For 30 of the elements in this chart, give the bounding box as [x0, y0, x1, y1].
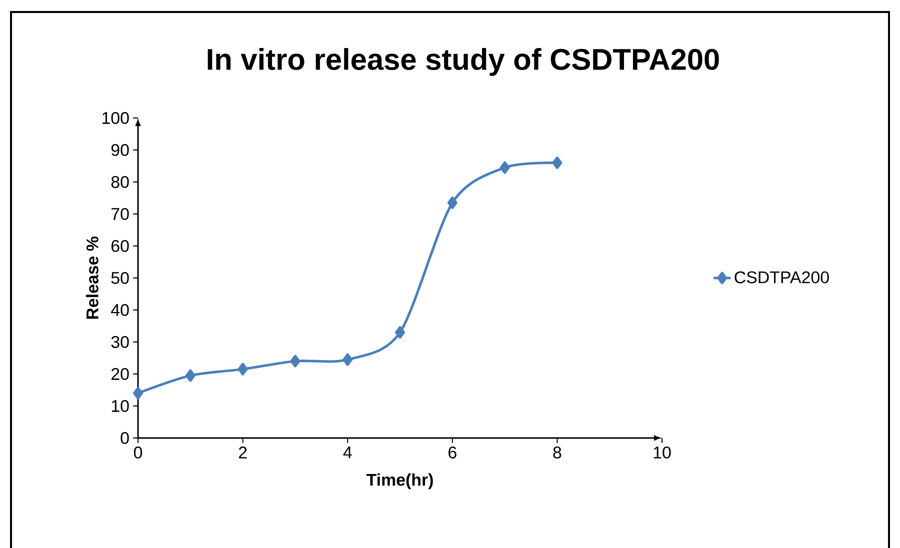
legend-label: CSDTPA200: [734, 271, 829, 284]
point: [238, 362, 248, 376]
x-tick-label: 8: [553, 446, 562, 458]
y-tick-label: 80: [111, 176, 129, 188]
x-tick-label: 6: [448, 446, 456, 458]
y-tick-label: 70: [112, 208, 129, 220]
y-tick-label: 0: [120, 432, 129, 444]
y-tick-label: 60: [112, 240, 129, 252]
point: [500, 161, 510, 174]
point: [447, 196, 458, 210]
y-axis-title: Release %: [86, 236, 98, 319]
x-tick-label: 10: [654, 446, 671, 458]
y-tick-label: 100: [102, 112, 129, 124]
y-tick-label: 90: [111, 144, 129, 156]
point: [185, 369, 196, 382]
point: [342, 353, 353, 366]
x-tick-label: 2: [238, 446, 247, 458]
chart-title: In vitro release study of CSDTPA200: [208, 48, 719, 76]
point: [395, 326, 406, 339]
point: [552, 156, 562, 170]
y-tick-label: 50: [111, 272, 129, 284]
x-tick-label: 0: [134, 446, 142, 458]
x-tick-label: 4: [343, 446, 352, 458]
y-tick-label: 10: [112, 400, 129, 412]
y-tick-label: 20: [112, 368, 129, 380]
point: [133, 386, 144, 400]
y-tick-label: 40: [111, 304, 129, 316]
y-tick-label: 30: [111, 336, 129, 348]
x-axis-title: Time(hr): [366, 473, 433, 490]
point: [290, 354, 300, 368]
